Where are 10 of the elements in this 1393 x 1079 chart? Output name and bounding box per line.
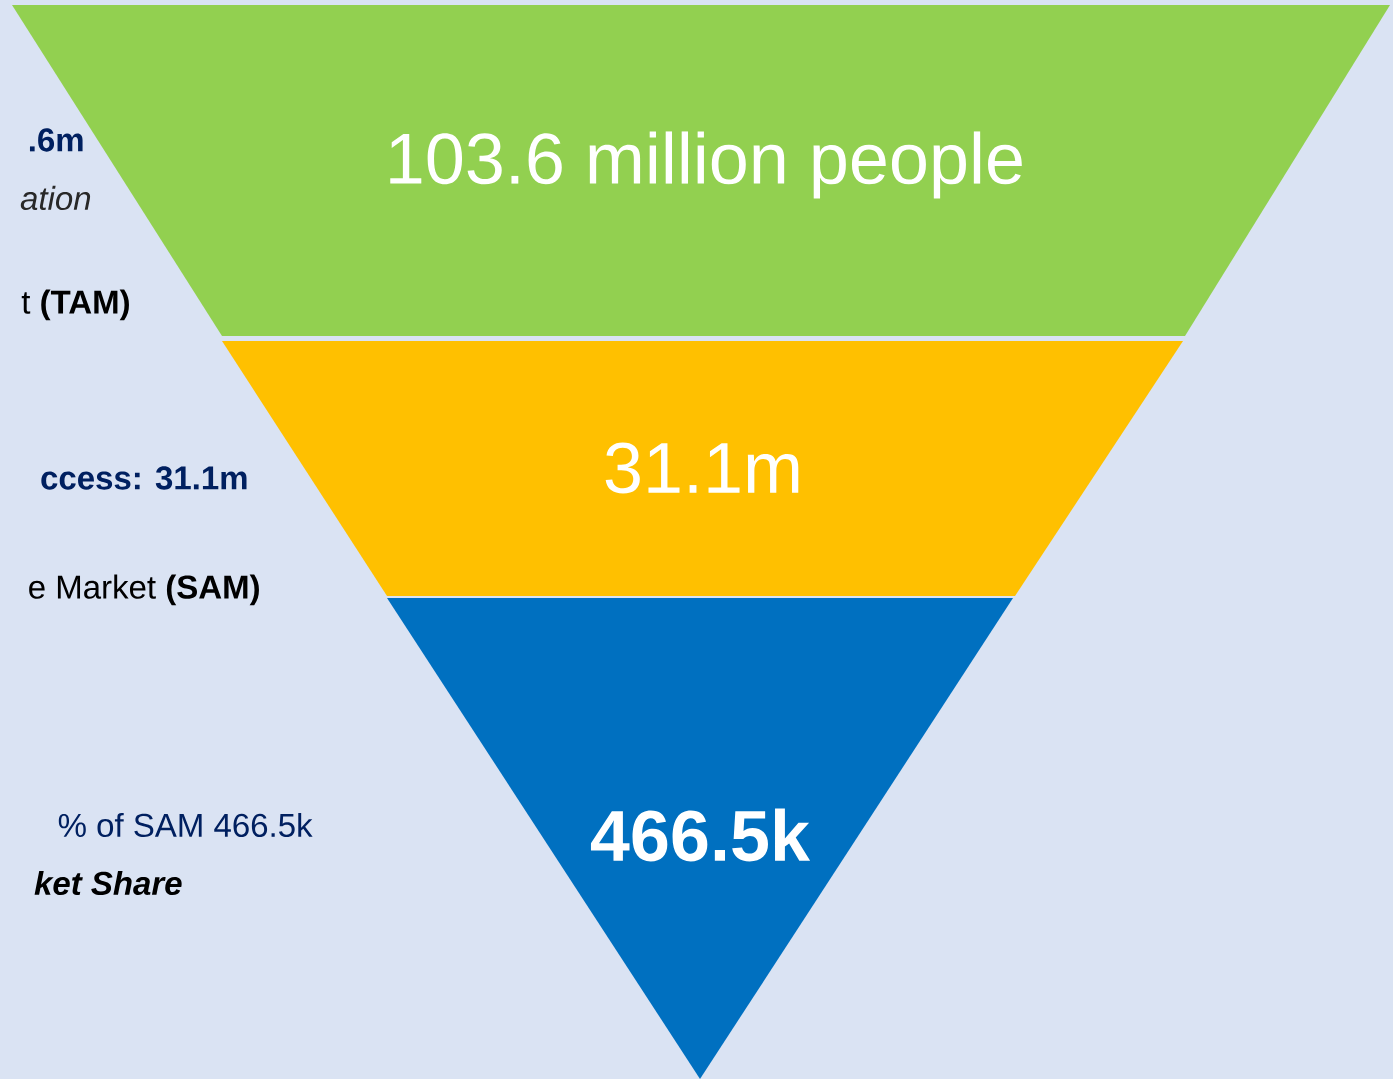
data-label: 31.1m [605, 442, 799, 494]
text: % of SAM 466.5k [58, 812, 313, 838]
text: ket Share [34, 870, 182, 896]
text: ation [20, 185, 91, 211]
text: .6m [29, 128, 83, 152]
text: ccess: 31.1m [41, 466, 247, 490]
data-label: 103.6 million people [390, 131, 1022, 199]
text: t (TAM) [21, 289, 129, 321]
data-label: 466.5k [590, 808, 811, 862]
text: e Market (SAM) [29, 574, 259, 606]
